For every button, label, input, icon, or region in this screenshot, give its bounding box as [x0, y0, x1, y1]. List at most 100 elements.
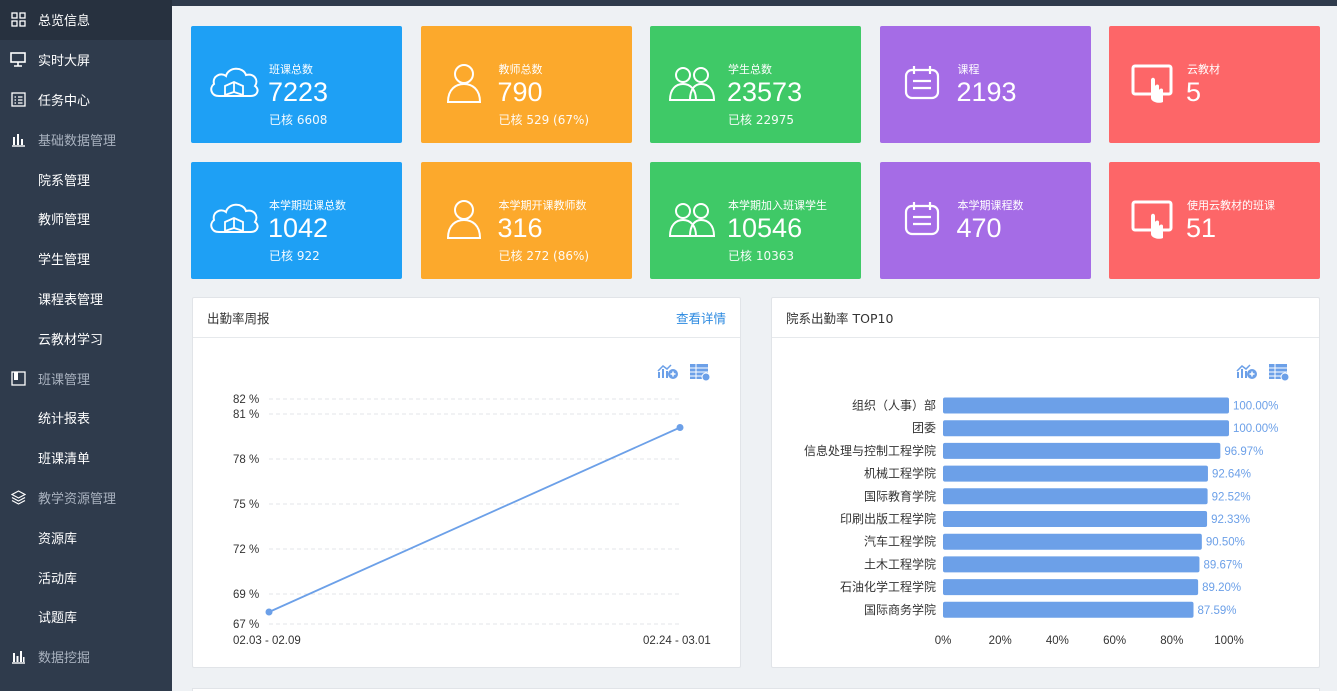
data-point[interactable] — [265, 608, 273, 616]
x-tick-label: 02.03 - 02.09 — [233, 635, 301, 647]
data-table-icon[interactable] — [1268, 362, 1290, 382]
category-label: 印刷出版工程学院 — [840, 511, 936, 526]
bar[interactable] — [943, 488, 1208, 505]
calendar-icon — [896, 194, 950, 244]
y-tick-label: 67 % — [233, 619, 259, 631]
bar[interactable] — [943, 579, 1199, 596]
sidebar-item-5[interactable]: 教师管理 — [0, 199, 172, 239]
y-tick-label: 69 % — [233, 589, 259, 601]
sidebar-item-label: 班课管理 — [38, 372, 91, 388]
series-line — [268, 426, 681, 613]
bar[interactable] — [943, 511, 1208, 527]
main-content: 班课总数 7223 已核 6608 教师总数 790 已核 529 (67%) 学生总数 23… — [172, 6, 1337, 691]
view-details-link[interactable]: 查看详情 — [675, 311, 726, 326]
value-label: 87.59% — [1198, 605, 1237, 617]
category-label: 机械工程学院 — [864, 466, 936, 481]
y-tick-label: 75 % — [233, 499, 259, 511]
chart-type-toggle-icon[interactable] — [1236, 362, 1258, 382]
bar[interactable] — [943, 442, 1221, 459]
sidebar-item-label: 教师管理 — [38, 213, 91, 229]
sidebar-item-6[interactable]: 学生管理 — [0, 239, 172, 279]
stat-sub: 已核 922 — [269, 249, 320, 263]
sidebar-item-0[interactable]: 总览信息 — [0, 0, 172, 40]
stat-value: 470 — [956, 213, 1002, 243]
stat-card-6[interactable]: 本学期开课教师数 316 已核 272 (86%) — [420, 162, 632, 279]
sidebar-item-4[interactable]: 院系管理 — [0, 159, 172, 199]
category-label: 信息处理与控制工程学院 — [804, 443, 936, 458]
category-label: 国际教育学院 — [864, 488, 936, 503]
sidebar-item-label: 试题库 — [38, 611, 78, 627]
sidebar-item-11[interactable]: 班课清单 — [0, 438, 172, 478]
value-label: 92.52% — [1212, 491, 1251, 503]
bar[interactable] — [943, 420, 1229, 437]
sidebar-item-label: 活动库 — [38, 571, 78, 587]
stat-card-0[interactable]: 班课总数 7223 已核 6608 — [191, 26, 402, 143]
stat-value: 790 — [497, 77, 543, 107]
attendance-weekly-panel: 出勤率周报 查看详情 67 % 69 % 72 % 75 % 78 % 81 % 82 % 0… — [192, 297, 741, 668]
stat-sub: 已核 6608 — [269, 113, 328, 127]
stat-value: 316 — [497, 213, 543, 243]
sidebar-item-label: 课程表管理 — [38, 292, 104, 308]
stat-label: 本学期开课教师数 — [498, 199, 587, 212]
bar[interactable] — [943, 556, 1200, 573]
sidebar-item-label: 数据挖掘 — [38, 651, 91, 667]
category-label: 汽车工程学院 — [864, 534, 936, 549]
stat-sub: 已核 22975 — [728, 113, 794, 127]
stat-card-2[interactable]: 学生总数 23573 已核 22975 — [650, 26, 861, 143]
sidebar-item-label: 院系管理 — [38, 173, 91, 189]
x-tick-label: 60% — [1103, 635, 1126, 647]
chart-type-toggle-icon[interactable] — [657, 362, 679, 382]
sidebar-item-label: 任务中心 — [38, 93, 91, 109]
sidebar-item-13[interactable]: 资源库 — [0, 517, 172, 557]
bar[interactable] — [943, 601, 1194, 618]
stat-value: 7223 — [268, 77, 329, 107]
stat-card-5[interactable]: 本学期班课总数 1042 已核 922 — [191, 162, 402, 279]
stat-card-8[interactable]: 本学期课程数 470 — [879, 162, 1091, 279]
x-tick-label: 40% — [1046, 635, 1069, 647]
sidebar-item-14[interactable]: 活动库 — [0, 557, 172, 597]
category-label: 土木工程学院 — [864, 556, 936, 571]
bar[interactable] — [943, 397, 1229, 414]
stat-card-3[interactable]: 课程 2193 — [879, 26, 1091, 143]
stat-card-1[interactable]: 教师总数 790 已核 529 (67%) — [420, 26, 632, 143]
bar[interactable] — [943, 533, 1202, 550]
stat-sub: 已核 272 (86%) — [498, 249, 590, 263]
stat-label: 本学期课程数 — [957, 199, 1024, 212]
sidebar-item-3[interactable]: 基础数据管理 — [0, 119, 172, 159]
panel-title: 院系出勤率 TOP10 — [786, 311, 894, 326]
sidebar-item-8[interactable]: 云教材学习 — [0, 318, 172, 358]
cloud-book-icon — [207, 194, 261, 244]
x-tick-label: 100% — [1214, 635, 1243, 647]
stat-card-7[interactable]: 本学期加入班课学生 10546 已核 10363 — [650, 162, 861, 279]
value-label: 100.00% — [1233, 401, 1278, 413]
data-table-icon[interactable] — [689, 362, 711, 382]
stat-label: 课程 — [957, 63, 980, 76]
tablet-touch-icon — [1125, 194, 1179, 244]
bar[interactable] — [943, 465, 1208, 482]
sidebar-item-label: 云教材学习 — [38, 332, 104, 348]
layers-icon — [10, 489, 26, 505]
sidebar-item-12[interactable]: 教学资源管理 — [0, 478, 172, 518]
teacher-icon — [437, 58, 491, 108]
sidebar-item-7[interactable]: 课程表管理 — [0, 279, 172, 319]
sidebar-item-1[interactable]: 实时大屏 — [0, 40, 172, 80]
dept-attendance-panel: 院系出勤率 TOP10 组织（人事）部 100.00% 团委 100.00% 信息处理与… — [771, 297, 1320, 668]
sidebar-item-15[interactable]: 试题库 — [0, 597, 172, 637]
stat-card-4[interactable]: 云教材 5 — [1109, 26, 1320, 143]
value-label: 96.97% — [1224, 446, 1263, 458]
sidebar-item-16[interactable]: 数据挖掘 — [0, 637, 172, 677]
book-icon — [10, 370, 26, 386]
category-label: 石油化学工程学院 — [840, 579, 936, 594]
data-mining-icon — [10, 649, 26, 665]
y-tick-label: 72 % — [233, 544, 259, 556]
y-tick-label: 81 % — [233, 409, 259, 421]
stat-value: 23573 — [727, 77, 803, 107]
sidebar-item-2[interactable]: 任务中心 — [0, 80, 172, 120]
dashboard-grid-icon — [10, 12, 26, 28]
stat-value: 10546 — [727, 213, 803, 243]
sidebar-item-9[interactable]: 班课管理 — [0, 358, 172, 398]
stat-card-9[interactable]: 使用云教材的班课 51 — [1109, 162, 1320, 279]
stat-label: 云教材 — [1187, 63, 1220, 76]
data-point[interactable] — [676, 424, 684, 431]
sidebar-item-10[interactable]: 统计报表 — [0, 398, 172, 438]
